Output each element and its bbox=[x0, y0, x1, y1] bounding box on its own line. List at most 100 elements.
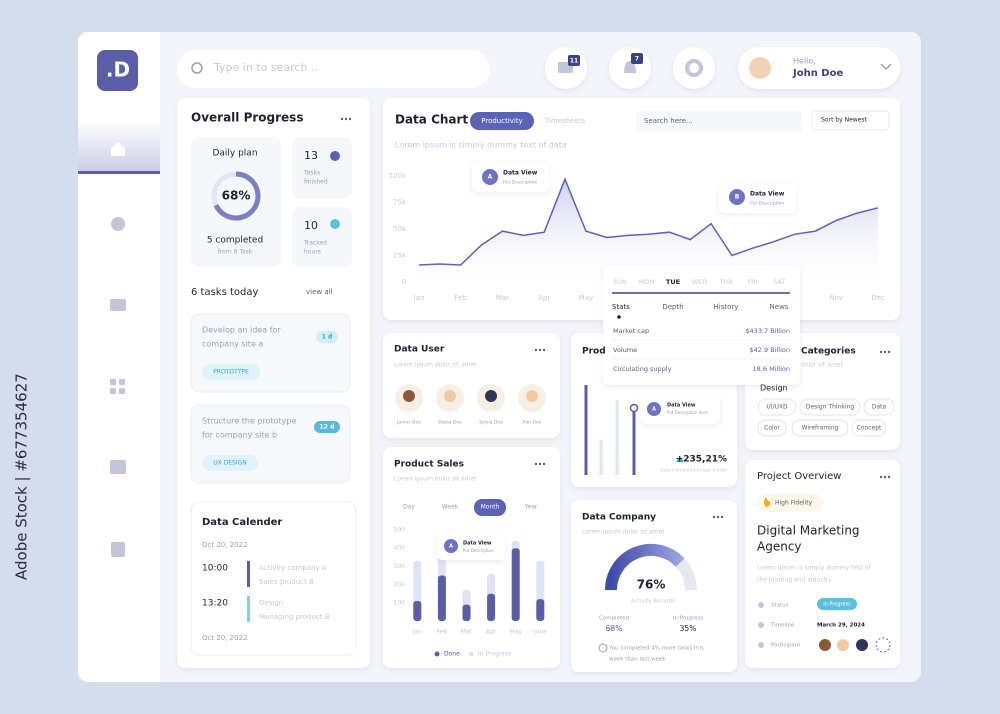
task-tag bbox=[202, 364, 260, 380]
popup-rows bbox=[612, 339, 790, 360]
user-name: Sylvia Doe bbox=[479, 420, 503, 426]
avatar-letter: B bbox=[735, 194, 740, 201]
label: Daily plan bbox=[212, 149, 257, 159]
event-bar bbox=[247, 596, 250, 622]
count: 13 bbox=[304, 149, 318, 162]
stat-label: Completed bbox=[599, 616, 629, 622]
sort-select[interactable] bbox=[811, 110, 890, 131]
tag: Concept bbox=[857, 425, 882, 432]
y-tick-label: 200 bbox=[394, 581, 406, 588]
box-icon[interactable] bbox=[110, 460, 126, 474]
period: Week bbox=[442, 504, 459, 511]
legend-label: In Progress bbox=[478, 651, 511, 658]
profile[interactable] bbox=[738, 47, 900, 89]
event-bar bbox=[247, 561, 250, 587]
day: SAT bbox=[773, 278, 785, 286]
tooltip-sub: Put Description bbox=[503, 180, 537, 186]
row-label: Volume bbox=[613, 346, 637, 354]
x-tick-label: Dec bbox=[871, 294, 885, 302]
task-text: company site a bbox=[202, 340, 263, 349]
time: 10:00 bbox=[202, 564, 228, 574]
search-placeholder: Type in to search .. bbox=[213, 61, 318, 74]
search-icon bbox=[191, 62, 203, 74]
section-title: 6 tasks today bbox=[191, 287, 258, 298]
task-text: Develop an idea for bbox=[202, 326, 281, 335]
project-name: Digital Marketing bbox=[757, 524, 860, 538]
y-tick-label: 100 bbox=[394, 599, 406, 606]
avatar-letter: A bbox=[449, 544, 453, 550]
card-title: Product Sales bbox=[394, 460, 464, 470]
x-tick-label: May bbox=[579, 294, 593, 302]
x-tick-label: Feb bbox=[455, 294, 468, 302]
period-active[interactable] bbox=[474, 499, 506, 516]
contact-icon[interactable] bbox=[111, 542, 125, 557]
y-tick-label: 500 bbox=[394, 527, 406, 534]
settings-button[interactable] bbox=[673, 47, 715, 89]
settings-icon bbox=[685, 59, 703, 77]
tooltip-avatar bbox=[729, 189, 745, 205]
flame-icon bbox=[764, 497, 771, 507]
card-title: Data Chart bbox=[395, 113, 468, 127]
percent: 68% bbox=[222, 189, 251, 203]
legend-dot bbox=[468, 651, 474, 657]
sort-label: Sort by Newest bbox=[821, 117, 867, 124]
description: the printing and industry bbox=[757, 577, 832, 584]
avatar-letter: A bbox=[652, 407, 656, 413]
row-label: Circulating supply bbox=[613, 365, 672, 373]
bar bbox=[511, 548, 520, 621]
stat-value: 68% bbox=[606, 624, 623, 633]
change: +235,21% bbox=[676, 455, 727, 465]
event-text: Activity company A bbox=[259, 564, 327, 572]
tooltip-title: Data View bbox=[503, 170, 538, 177]
event-text: Sales product B bbox=[259, 578, 314, 586]
card-title: Overall Progress bbox=[191, 111, 303, 125]
day: MON bbox=[639, 278, 655, 286]
badge-count: 11 bbox=[570, 58, 578, 65]
legend-label: Done bbox=[444, 651, 460, 658]
tooltip-title: Data View bbox=[667, 403, 696, 409]
add-icon[interactable] bbox=[111, 217, 125, 231]
nav-indicator bbox=[78, 171, 160, 174]
tooltip-sub: Put Description bbox=[463, 548, 494, 553]
badge bbox=[757, 494, 823, 512]
badge-text: High Fidelity bbox=[775, 500, 813, 507]
tag: Design Thinking bbox=[806, 404, 855, 411]
clock-icon bbox=[330, 219, 340, 229]
tooltip-title: Data View bbox=[463, 541, 492, 547]
bar bbox=[413, 600, 422, 621]
task-tag-text: UX DESIGN bbox=[213, 460, 247, 467]
greeting: Hello, bbox=[793, 57, 816, 66]
popup-tab: Depth bbox=[662, 303, 683, 311]
tab-dot bbox=[617, 315, 621, 319]
grid-icon[interactable] bbox=[110, 379, 125, 394]
x-tick-label: June bbox=[533, 629, 547, 636]
y-tick-label: 300 bbox=[394, 563, 406, 570]
profile-chevron bbox=[880, 63, 892, 71]
tooltip-title: Data View bbox=[750, 191, 785, 198]
texts: .D Type in to search .. 11 7 Hello, John Doe O… bbox=[13, 56, 887, 663]
task-text: for company site b bbox=[202, 431, 277, 440]
up-arrow bbox=[676, 456, 684, 462]
day: TUE bbox=[666, 278, 680, 286]
chart-search[interactable] bbox=[636, 111, 802, 132]
home-icon[interactable] bbox=[111, 142, 125, 156]
status-pill bbox=[817, 598, 857, 610]
card-title: Data User bbox=[394, 345, 445, 355]
caption: hours bbox=[304, 249, 321, 256]
tasks-finished-box bbox=[292, 137, 352, 199]
meta-value: March 29, 2024 bbox=[817, 623, 865, 629]
task-tag bbox=[202, 455, 258, 471]
tooltip-avatar bbox=[482, 169, 498, 185]
tag: Color bbox=[764, 425, 780, 432]
percent: 76% bbox=[637, 578, 666, 592]
caption: finished bbox=[304, 179, 328, 186]
note: week than last week bbox=[609, 657, 666, 663]
tooltip-sub: Put Description here bbox=[667, 410, 708, 415]
caption: from 8 Task bbox=[218, 249, 253, 256]
time: 13:20 bbox=[202, 599, 228, 609]
card-icon[interactable] bbox=[110, 299, 126, 311]
tab-active[interactable] bbox=[470, 112, 534, 130]
search-box[interactable] bbox=[177, 50, 490, 88]
caption: Data Compared to last month bbox=[660, 468, 727, 474]
more-buttons[interactable] bbox=[340, 117, 891, 519]
